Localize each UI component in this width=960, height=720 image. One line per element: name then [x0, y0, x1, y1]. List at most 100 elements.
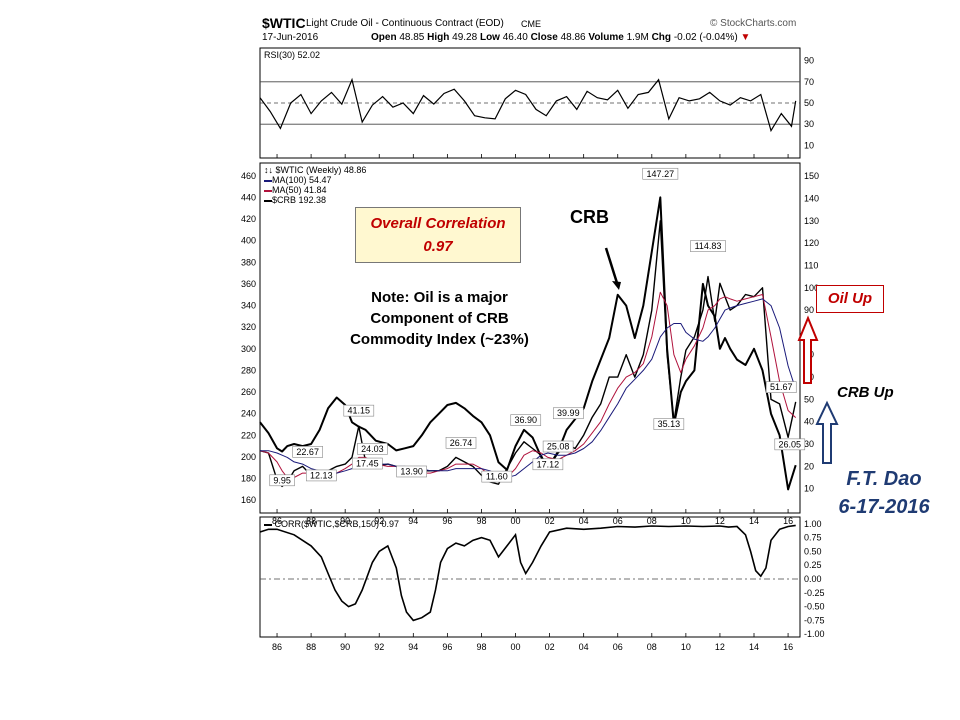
corr-x-tick-label: 14 [749, 642, 759, 652]
price-x-tick-label: 12 [715, 516, 725, 526]
crb-axis-tick-label: 200 [241, 452, 256, 462]
price-data-label-text: 11.60 [486, 472, 508, 482]
corr-tick-label: -0.75 [804, 615, 825, 625]
corr-x-tick-label: 96 [442, 642, 452, 652]
corr-tick-label: -0.50 [804, 602, 825, 612]
crb-axis-tick-label: 400 [241, 236, 256, 246]
price-data-label-box [532, 458, 564, 471]
corr-tick-label: 0.75 [804, 533, 822, 543]
price-data-label: 13.90 [396, 465, 427, 478]
price-data-label: 36.90 [510, 414, 542, 426]
price-x-tick-label: 06 [613, 516, 623, 526]
price-x-tick-label: 16 [783, 516, 793, 526]
price-data-label: 41.15 [343, 404, 375, 417]
price-data-label-box [653, 418, 685, 430]
crb-axis-tick-label: 420 [241, 214, 256, 224]
correlation-title: Overall Correlation [370, 215, 506, 232]
crb-pointer-arrow [604, 247, 619, 284]
date-label: 17-Jun-2016 [262, 32, 319, 43]
price-data-label-box [553, 407, 584, 420]
crb-axis-tick-label: 340 [241, 301, 256, 311]
correlation-box: Overall Correlation 0.97 [355, 207, 521, 263]
price-x-tick-label: 14 [749, 516, 759, 526]
price-x-tick-label: 02 [545, 516, 555, 526]
corr-tick-label: 0.25 [804, 560, 822, 570]
corr-tick-label: 0.50 [804, 546, 822, 556]
corr-x-tick-label: 90 [340, 642, 350, 652]
crb-axis-tick-label: 180 [241, 474, 256, 484]
rsi-tick-label: 90 [804, 56, 814, 66]
price-data-label-text: 26.05 [779, 439, 802, 449]
corr-tick-label: -1.00 [804, 629, 825, 639]
price-data-label-box [542, 440, 574, 453]
price-data-label-text: 25.08 [547, 442, 570, 452]
correlation-value: 0.97 [423, 238, 453, 255]
exchange-label: CME [521, 19, 541, 29]
rsi-tick-label: 50 [804, 98, 814, 108]
oil-axis-tick-label: 40 [804, 417, 814, 427]
price-data-label-box [292, 446, 323, 458]
rsi-tick-label: 70 [804, 77, 814, 87]
price-x-tick-label: 04 [579, 516, 589, 526]
open-label: Open [371, 32, 397, 43]
price-data-label-text: 35.13 [658, 419, 681, 429]
price-data-label-box [357, 443, 388, 455]
price-data-label: 26.05 [774, 438, 806, 451]
price-data-label: 26.74 [445, 437, 477, 449]
price-x-tick-label: 10 [681, 516, 691, 526]
crb-axis-tick-label: 240 [241, 409, 256, 419]
oil-axis-tick-label: 110 [804, 260, 818, 270]
price-data-label-box [352, 457, 383, 470]
oil-axis-tick-label: 30 [804, 439, 814, 449]
crb-axis-tick-label: 320 [241, 322, 256, 332]
corr-tick-label: 0.00 [804, 574, 822, 584]
price-data-label-text: 12.13 [310, 470, 333, 480]
crb-axis-tick-label: 360 [241, 279, 256, 289]
corr-tick-label: -0.25 [804, 588, 825, 598]
corr-x-tick-label: 16 [783, 642, 793, 652]
oil-up-label: Oil Up [816, 285, 884, 313]
price-x-tick-label: 00 [511, 516, 521, 526]
price-x-tick-label: 08 [647, 516, 657, 526]
price-x-tick-label: 88 [306, 516, 316, 526]
crb-axis-tick-label: 300 [241, 344, 256, 354]
crb-up-arrow [815, 400, 839, 464]
price-data-label-box [642, 167, 679, 180]
oil-axis-tick-label: 20 [804, 461, 814, 471]
ma50-swatch [264, 189, 272, 192]
oil-axis-tick-label: 10 [804, 484, 814, 494]
price-data-label-text: 26.74 [450, 438, 473, 448]
oil-axis-tick-label: 120 [804, 238, 819, 248]
oil-up-arrow [797, 315, 819, 384]
price-data-label-box [306, 469, 337, 482]
oil-axis-tick-label: 50 [804, 394, 814, 404]
corr-x-tick-label: 08 [647, 642, 657, 652]
price-data-label-text: 41.15 [348, 406, 371, 416]
crb-label: CRB [570, 207, 609, 227]
price-data-label: 17.45 [352, 457, 383, 470]
corr-legend: CORR($WTIC,$CRB,150) 0.97 [264, 519, 399, 529]
close-label: Close [530, 32, 558, 43]
legend-ma100: MA(100) 54.47 [264, 175, 366, 185]
price-data-label: 17.12 [532, 458, 564, 471]
price-data-label-box [269, 474, 295, 487]
price-x-tick-label: 86 [272, 516, 282, 526]
low-value: 46.40 [502, 32, 528, 43]
price-data-label: 35.13 [653, 418, 685, 430]
price-data-label: 114.83 [690, 240, 726, 252]
corr-x-tick-label: 10 [681, 642, 691, 652]
price-legend: ↕↓ $WTIC (Weekly) 48.86 MA(100) 54.47 MA… [264, 165, 366, 205]
high-value: 49.28 [452, 32, 478, 43]
legend-wtic: ↕↓ $WTIC (Weekly) 48.86 [264, 165, 367, 175]
crb-axis-tick-label: 380 [241, 257, 256, 267]
price-x-tick-label: 92 [374, 516, 384, 526]
price-x-tick-label: 96 [442, 516, 452, 526]
chg-down-icon: ▼ [740, 32, 751, 43]
corr-line [259, 524, 796, 622]
price-data-label-box [765, 381, 797, 393]
crb-pointer-arrowhead [612, 281, 621, 290]
corr-x-tick-label: 86 [272, 642, 282, 652]
corr-tick-label: 1.00 [804, 519, 822, 529]
corr-x-tick-label: 06 [613, 642, 623, 652]
low-label: Low [479, 32, 500, 43]
